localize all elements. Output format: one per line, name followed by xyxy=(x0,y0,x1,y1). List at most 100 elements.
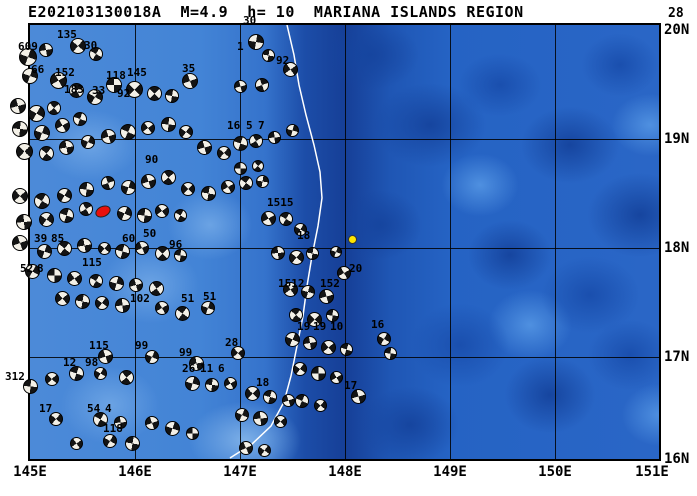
depth-label: 102 xyxy=(130,292,150,305)
x-axis-tick-label: 150E xyxy=(538,464,572,480)
focal-mechanism-beachball xyxy=(232,135,248,151)
focal-mechanism-beachball xyxy=(325,308,339,322)
focal-mechanism-beachball xyxy=(141,121,155,135)
focal-mechanism-beachball xyxy=(66,270,82,286)
focal-mechanism-beachball xyxy=(69,436,83,450)
depth-label: 30 xyxy=(84,39,98,52)
focal-mechanism-beachball xyxy=(295,394,309,408)
focal-mechanism-beachball xyxy=(350,388,366,404)
focal-mechanism-beachball xyxy=(22,378,38,394)
focal-mechanism-beachball xyxy=(196,139,212,155)
focal-mechanism-beachball xyxy=(337,266,351,280)
focal-mechanism-beachball xyxy=(79,202,93,216)
focal-mechanism-beachball xyxy=(155,301,169,315)
focal-mechanism-beachball xyxy=(108,275,124,291)
focal-mechanism-beachball xyxy=(165,89,179,103)
y-axis-tick-label: 17N xyxy=(664,349,690,365)
focal-mechanism-beachball xyxy=(181,182,195,196)
focal-mechanism-beachball xyxy=(106,77,122,93)
focal-mechanism-beachball xyxy=(49,71,67,89)
focal-mechanism-beachball xyxy=(200,185,216,201)
focal-mechanism-beachball xyxy=(320,339,336,355)
epicenter-ellipse-marker xyxy=(93,202,113,220)
focal-mechanism-beachball xyxy=(58,139,74,155)
focal-mechanism-beachball xyxy=(201,301,215,315)
focal-mechanism-beachball xyxy=(19,48,37,66)
y-axis-tick-label: 19N xyxy=(664,131,690,147)
focal-mechanism-beachball xyxy=(27,104,45,122)
focal-mechanism-beachball xyxy=(223,376,237,390)
depth-label: 6 xyxy=(218,362,225,375)
focal-mechanism-beachball xyxy=(47,101,61,115)
focal-mechanism-beachball xyxy=(70,38,86,54)
focal-mechanism-beachball xyxy=(174,305,190,321)
focal-mechanism-beachball xyxy=(97,348,113,364)
focal-mechanism-beachball xyxy=(97,241,111,255)
focal-mechanism-beachball xyxy=(129,278,143,292)
focal-mechanism-beachball xyxy=(87,89,103,105)
focal-mechanism-beachball xyxy=(116,205,132,221)
focal-mechanism-beachball xyxy=(249,134,263,148)
depth-label: 4 xyxy=(105,402,112,415)
focal-mechanism-beachball xyxy=(185,426,199,440)
focal-mechanism-beachball xyxy=(239,441,253,455)
depth-label: 118 xyxy=(106,69,126,82)
focal-mechanism-beachball xyxy=(125,80,143,98)
focal-mechanism-beachball xyxy=(45,372,59,386)
depth-label: 609 xyxy=(18,40,38,53)
focal-mechanism-beachball xyxy=(120,179,136,195)
focal-mechanism-beachball xyxy=(54,290,70,306)
focal-mechanism-beachball xyxy=(120,124,136,140)
depth-label: 18 xyxy=(297,229,311,242)
focal-mechanism-beachball xyxy=(73,112,87,126)
focal-mechanism-beachball xyxy=(12,121,28,137)
depth-label: 99 xyxy=(135,339,149,352)
focal-mechanism-beachball xyxy=(285,123,299,137)
depth-label: 19 xyxy=(297,320,311,333)
focal-mechanism-beachball xyxy=(233,79,247,93)
focal-mechanism-beachball xyxy=(313,398,327,412)
depth-label: 12 xyxy=(63,356,77,369)
gridline-vertical xyxy=(450,25,451,459)
focal-mechanism-beachball xyxy=(318,288,334,304)
focal-mechanism-beachball xyxy=(16,214,32,230)
depth-label: 92 xyxy=(276,54,290,67)
depth-label: 312 xyxy=(5,370,25,383)
focal-mechanism-beachball xyxy=(329,370,343,384)
depth-label: 1515 xyxy=(267,196,294,209)
focal-mechanism-beachball xyxy=(284,331,300,347)
focal-mechanism-beachball xyxy=(173,248,187,262)
depth-label: 30 xyxy=(243,14,257,27)
depth-label: 26 xyxy=(182,362,196,375)
focal-mechanism-beachball xyxy=(36,243,52,259)
focal-mechanism-beachball xyxy=(252,410,268,426)
focal-mechanism-beachball xyxy=(56,240,72,256)
y-axis-tick-label: 18N xyxy=(664,240,690,256)
depth-label: 96 xyxy=(169,238,183,251)
focal-mechanism-beachball xyxy=(154,245,170,261)
depth-label: 10 xyxy=(330,320,344,333)
focal-mechanism-beachball xyxy=(377,332,391,346)
focal-mechanism-beachball xyxy=(74,293,90,309)
focal-mechanism-beachball xyxy=(252,160,264,172)
gridline-vertical xyxy=(345,25,346,459)
focal-mechanism-beachball xyxy=(255,78,269,92)
depth-label: 11 xyxy=(200,362,214,375)
focal-mechanism-beachball xyxy=(46,267,62,283)
depth-label: 51 xyxy=(203,290,217,303)
focal-mechanism-beachball xyxy=(160,169,176,185)
focal-mechanism-beachball xyxy=(233,161,247,175)
corner-count-label: 28 xyxy=(668,6,684,21)
map-canvas: 609 135 30 66 152 183 33 118 145 92 35 1 30 92 16 5 7 90 9… xyxy=(5,15,661,461)
focal-mechanism-beachball xyxy=(38,145,54,161)
depth-label: 28 xyxy=(225,336,239,349)
depth-label: 35 xyxy=(182,62,196,75)
depth-label: 183 xyxy=(64,83,84,96)
x-axis-tick-label: 151E xyxy=(635,464,669,480)
depth-label: 152 xyxy=(55,66,75,79)
focal-mechanism-beachball xyxy=(205,378,219,392)
focal-mechanism-beachball xyxy=(38,211,54,227)
focal-mechanism-beachball xyxy=(92,411,108,427)
focal-mechanism-beachball xyxy=(103,434,117,448)
focal-mechanism-beachball xyxy=(76,237,92,253)
